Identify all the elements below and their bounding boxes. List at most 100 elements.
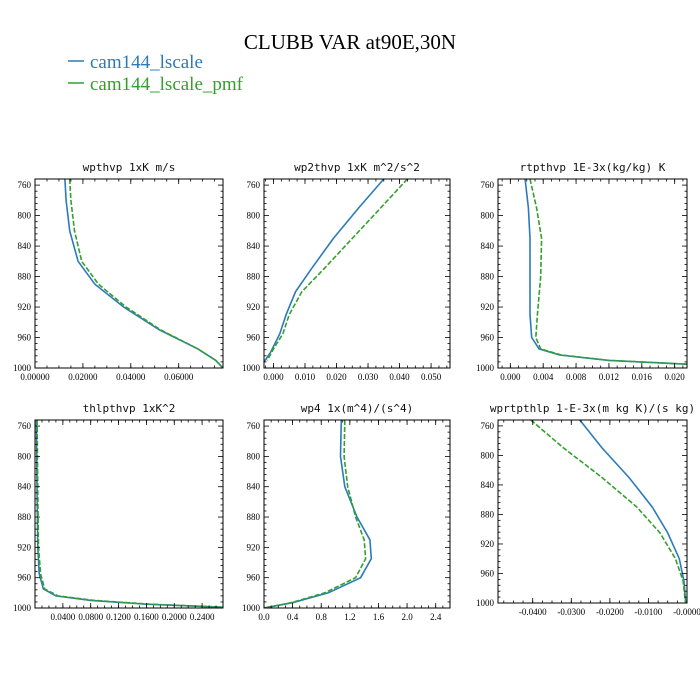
y-tick-label: 960 [247,333,261,343]
x-tick-label: 0.030 [358,372,379,382]
panel-title: rtpthvp 1E-3x(kg/kg) K [520,161,666,174]
series-line-2 [529,179,687,365]
x-tick-label: -0.0300 [557,607,585,617]
series-line-1 [64,179,223,368]
y-tick-label: 1000 [242,363,261,373]
x-tick-label: 1.2 [344,612,355,622]
y-tick-label: 960 [247,573,261,583]
x-tick-label: 0.050 [421,372,442,382]
panel-frame [34,178,224,369]
y-tick-label: 760 [247,180,261,190]
x-tick-label: 0.000 [263,372,284,382]
x-tick-label: 0.020 [326,372,347,382]
y-tick-label: 840 [481,480,495,490]
panel-frame [34,419,224,609]
y-tick-label: 960 [481,568,495,578]
y-tick-label: 840 [18,241,32,251]
y-tick-label: 880 [247,512,261,522]
y-tick-label: 800 [481,450,495,460]
panel-title: wp4 1x(m^4)/(s^4) [301,402,414,415]
legend-label-2: cam144_lscale_pmf [90,74,244,95]
series-line-2 [264,420,367,608]
x-tick-label: 0.016 [632,372,653,382]
series-line-1 [524,179,687,365]
y-tick-label: 840 [247,482,261,492]
x-tick-label: -0.0000 [673,607,700,617]
x-tick-label: 0.0800 [78,612,103,622]
panel-2: wp2thvp 1xK m^2/s^2 760 800 840 880 920 960 100… [242,161,451,382]
x-tick-label: 0.010 [295,372,316,382]
y-tick-label: 800 [18,211,32,221]
x-tick-label: 0.0 [258,612,270,622]
series-line-1 [35,420,223,608]
x-tick-label: 0.040 [389,372,410,382]
panel-4: thlpthvp 1xK^2 760 800 840 880 920 960 1000 0.04… [13,402,224,622]
legend-entry-2: cam144_lscale_pmf [68,74,244,95]
series-line-1 [579,420,687,603]
y-tick-label: 840 [481,241,495,251]
x-tick-label: 0.2400 [190,612,215,622]
x-tick-label: 0.04000 [116,372,146,382]
x-tick-label: 0.020 [665,372,686,382]
y-tick-label: 760 [18,180,32,190]
y-tick-label: 920 [481,539,495,549]
series-line-1 [264,179,385,363]
x-tick-label: 1.6 [373,612,385,622]
x-tick-label: 2.0 [401,612,413,622]
y-tick-label: 800 [247,211,261,221]
x-tick-label: -0.0400 [519,607,547,617]
legend-label-1: cam144_lscale [90,52,203,73]
y-tick-label: 840 [247,241,261,251]
x-tick-label: 0.1200 [106,612,131,622]
x-tick-label: 0.4 [287,612,299,622]
y-tick-label: 760 [481,421,495,431]
y-tick-label: 1000 [13,603,32,613]
x-tick-label: -0.0200 [596,607,624,617]
panel-frame [263,178,451,369]
y-tick-label: 840 [18,482,32,492]
x-tick-label: 0.000 [500,372,521,382]
x-tick-label: 0.06000 [164,372,194,382]
figure-title: CLUBB VAR at90E,30N [244,30,456,54]
y-tick-label: 760 [18,421,32,431]
y-tick-label: 880 [18,272,32,282]
y-tick-label: 880 [247,272,261,282]
x-tick-label: -0.0100 [635,607,663,617]
x-tick-label: 0.012 [599,372,619,382]
x-tick-label: 2.4 [430,612,442,622]
panel-6: wprtpthlp 1-E-3x(m kg K)/(s kg) 760 800 840… [476,402,700,617]
y-tick-label: 880 [481,509,495,519]
x-tick-label: 0.00000 [20,372,50,382]
y-tick-label: 920 [481,302,495,312]
y-tick-label: 760 [247,421,261,431]
series-line-2 [36,420,223,608]
y-tick-label: 960 [18,333,32,343]
y-tick-label: 920 [247,302,261,312]
panel-title: thlpthvp 1xK^2 [83,402,176,415]
y-tick-label: 920 [18,542,32,552]
panel-frame [497,178,688,369]
x-tick-label: 0.02000 [68,372,98,382]
legend: cam144_lscale cam144_lscale_pmf [68,52,244,95]
y-tick-label: 1000 [13,363,32,373]
y-tick-label: 1000 [242,603,261,613]
y-tick-label: 960 [18,573,32,583]
legend-entry-1: cam144_lscale [68,52,203,73]
x-tick-label: 0.004 [533,372,554,382]
x-tick-label: 0.1600 [134,612,159,622]
panel-3: rtpthvp 1E-3x(kg/kg) K 760 800 840 880 920 960… [476,161,688,382]
x-tick-label: 0.008 [566,372,587,382]
y-tick-label: 1000 [476,598,495,608]
y-tick-label: 920 [18,302,32,312]
x-tick-label: 0.0400 [50,612,75,622]
panel-1: wpthvp 1xK m/s 760 800 840 880 920 960 10000.00… [13,161,224,382]
panels: wpthvp 1xK m/s76080084088092096010000.00… [13,161,700,622]
y-tick-label: 760 [481,180,495,190]
y-tick-label: 800 [247,451,261,461]
y-tick-label: 800 [481,211,495,221]
series-line-2 [530,420,687,603]
x-tick-label: 0.2000 [162,612,187,622]
panel-title: wp2thvp 1xK m^2/s^2 [294,161,420,174]
panel-5: wp4 1x(m^4)/(s^4)76080084088092096010000… [242,402,451,622]
